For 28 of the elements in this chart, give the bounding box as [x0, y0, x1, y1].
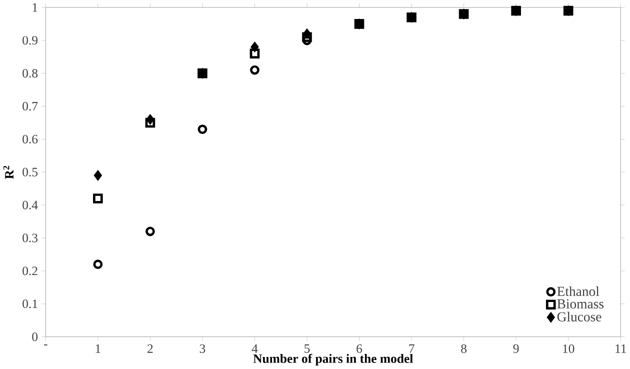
x-tick-label: 10	[563, 344, 574, 354]
x-tick-label: 11	[616, 344, 626, 353]
x-tick-label: 7	[409, 344, 414, 353]
y-tick-label: 0.8	[22, 69, 38, 78]
y-tick-label: 0.9	[22, 36, 38, 45]
x-tick-label: 3	[200, 344, 206, 354]
y-axis-title: R$^{2}$	[3, 166, 14, 180]
x-tick-label: 2	[148, 344, 153, 353]
y-tick-label: 0.7	[22, 102, 38, 111]
y-tick-label: 0.6	[22, 134, 38, 144]
x-tick-label: 1	[96, 344, 100, 353]
y-tick-label: 0.3	[22, 234, 38, 242]
y-tick-label: 0	[32, 332, 38, 342]
legend-label: Glucose	[557, 312, 602, 322]
x-tick-label: 5	[304, 344, 310, 353]
y-tick-label: 0.5	[22, 168, 38, 177]
legend-label: Ethanol	[557, 286, 600, 296]
legend-label: Biomass	[557, 299, 604, 309]
y-tick-label: 0.2	[22, 266, 38, 276]
x-tick-label: 8	[461, 344, 466, 354]
x-tick-label: 9	[513, 344, 519, 354]
x-tick-label: -	[44, 344, 48, 346]
x-tick-label: 4	[252, 344, 258, 353]
x-axis-title: Number of pairs in the model	[253, 354, 413, 366]
x-tick-label: 6	[356, 344, 362, 354]
y-tick-label: 0.1	[22, 300, 38, 308]
y-tick-label: 1	[32, 3, 38, 12]
y-tick-label: 0.4	[22, 200, 38, 210]
